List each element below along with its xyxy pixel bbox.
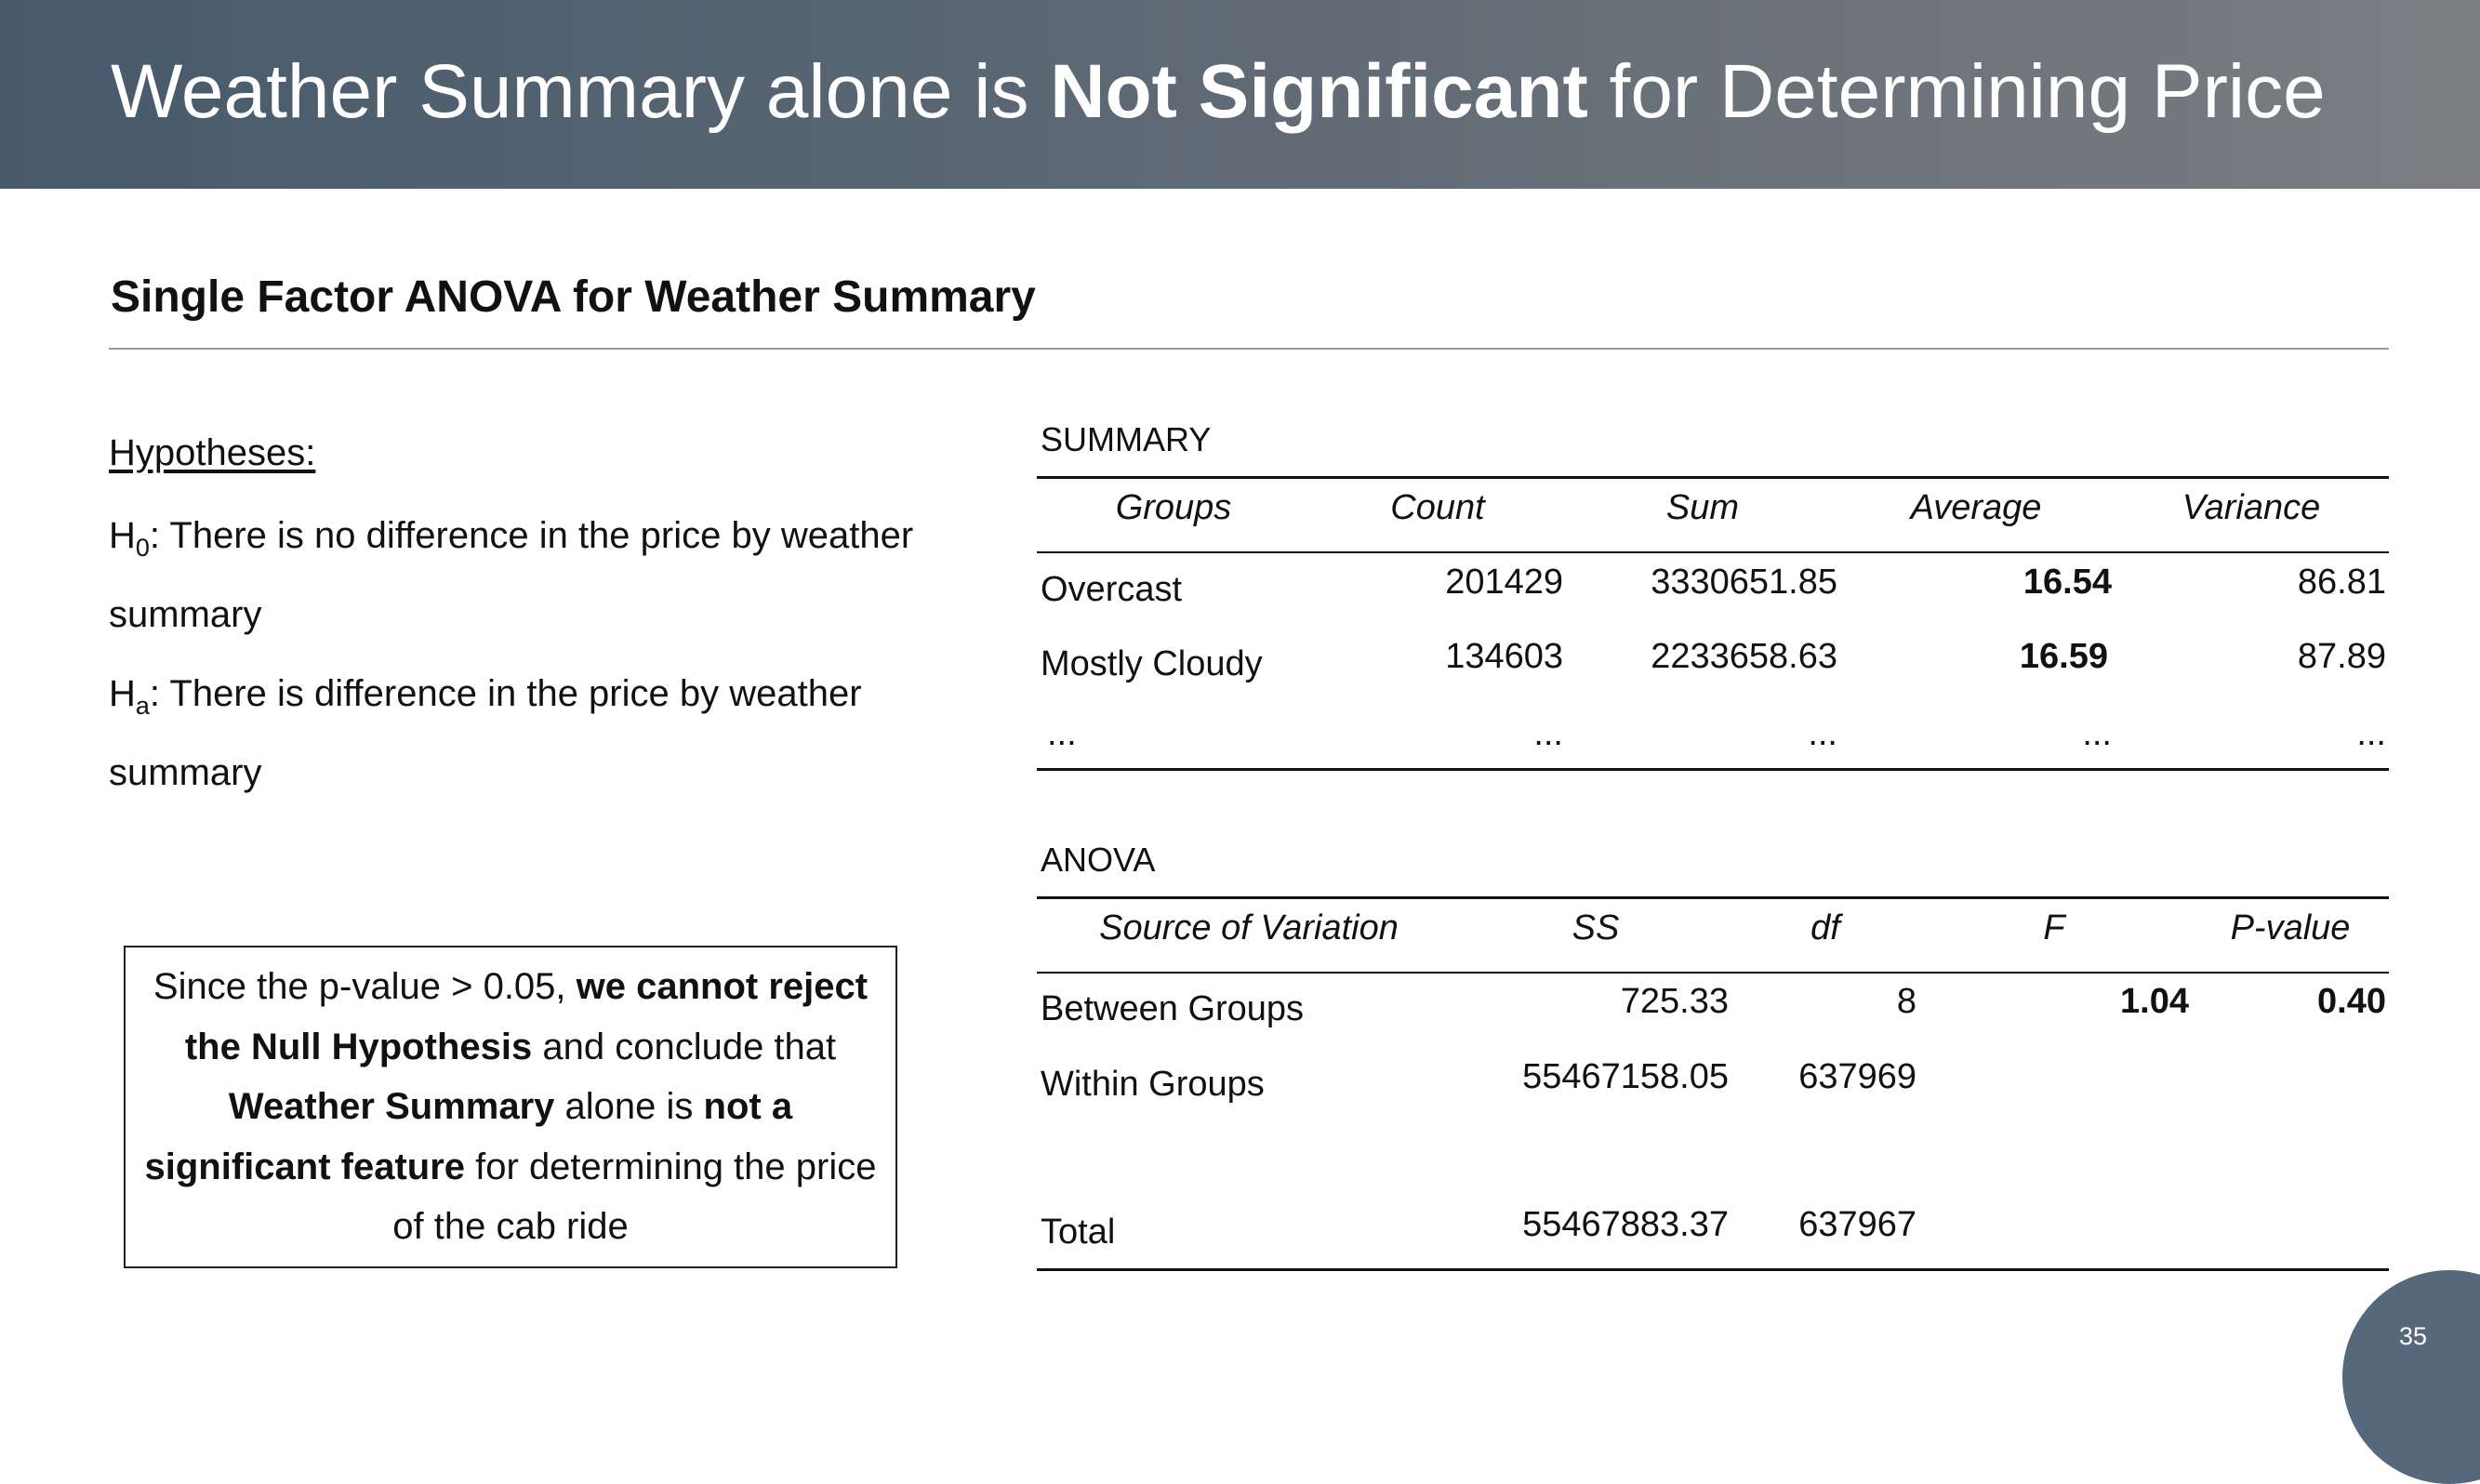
anova-header-rule xyxy=(1037,972,2389,974)
anova-row-total-df: 637967 xyxy=(1798,1205,1916,1244)
hypotheses-heading: Hypotheses: xyxy=(109,432,316,473)
slide-number-corner xyxy=(2342,1270,2480,1484)
summary-row-cloudy-count: 134603 xyxy=(1445,637,1563,676)
subtitle-divider xyxy=(109,348,2389,350)
summary-row-overcast-sum: 3330651.85 xyxy=(1651,563,1837,602)
anova-row-between-source: Between Groups xyxy=(1041,989,1305,1028)
summary-header-rule xyxy=(1037,551,2389,553)
summary-row-ellipsis-group: ... xyxy=(1047,714,1077,753)
summary-row-cloudy-group: Mostly Cloudy xyxy=(1041,644,1263,683)
summary-row-cloudy-variance: 87.89 xyxy=(2297,637,2386,676)
summary-row-ellipsis-count: ... xyxy=(1533,714,1563,753)
conclusion-part: alone is xyxy=(554,1086,704,1128)
summary-row-cloudy-sum: 2233658.63 xyxy=(1651,637,1837,676)
ha-subscript: a xyxy=(135,692,150,720)
anova-row-total-source: Total xyxy=(1041,1212,1116,1252)
conclusion-text: Since the p-value > 0.05, we cannot reje… xyxy=(142,957,879,1257)
summary-row-overcast-group: Overcast xyxy=(1041,570,1183,609)
conclusion-emphasis: not a significant feature xyxy=(144,1086,793,1187)
summary-row-overcast-count: 201429 xyxy=(1445,563,1563,602)
slide-number: 35 xyxy=(2398,1322,2428,1350)
alternative-hypothesis: Ha: There is difference in the price by … xyxy=(109,655,946,813)
summary-row-ellipsis-variance: ... xyxy=(2356,714,2386,753)
null-hypothesis: H0: There is no difference in the price … xyxy=(109,497,946,655)
summary-header-sum: Sum xyxy=(1665,488,1740,527)
conclusion-part: and conclude that xyxy=(532,1026,837,1067)
summary-top-rule xyxy=(1037,476,2389,479)
anova-header-ss: SS xyxy=(1572,908,1620,947)
summary-header-variance: Variance xyxy=(2182,488,2321,527)
slide-title: Weather Summary alone is Not Significant… xyxy=(111,46,2326,138)
anova-row-between-ss: 725.33 xyxy=(1620,982,1729,1021)
anova-row-within-source: Within Groups xyxy=(1041,1065,1265,1104)
anova-row-total-ss: 55467883.37 xyxy=(1522,1205,1729,1244)
anova-row-within-df: 637969 xyxy=(1798,1057,1916,1096)
conclusion-box: Since the p-value > 0.05, we cannot reje… xyxy=(124,946,897,1268)
title-emphasis: Not Significant xyxy=(1050,49,1588,134)
summary-row-overcast-average: 16.54 xyxy=(2022,563,2112,602)
anova-top-rule xyxy=(1037,896,2389,899)
ha-text: : There is difference in the price by we… xyxy=(109,673,862,793)
anova-bottom-rule xyxy=(1037,1268,2389,1271)
summary-row-ellipsis-sum: ... xyxy=(1808,714,1837,753)
anova-row-within-ss: 55467158.05 xyxy=(1522,1057,1729,1096)
anova-row-between-df: 8 xyxy=(1896,982,1916,1021)
h0-subscript: 0 xyxy=(135,534,150,562)
anova-header-df: df xyxy=(1810,908,1840,947)
h0-text: : There is no difference in the price by… xyxy=(109,515,914,635)
anova-header-pvalue: P-value xyxy=(2230,908,2351,947)
anova-table-label: ANOVA xyxy=(1041,841,1156,879)
title-part-2: for Determining Price xyxy=(1587,49,2326,134)
summary-header-count: Count xyxy=(1390,488,1485,527)
anova-header-source: Source of Variation xyxy=(1099,908,1399,947)
summary-row-cloudy-average: 16.59 xyxy=(2019,637,2108,676)
h0-letter: H xyxy=(109,515,136,556)
conclusion-part: for determining the price of the cab rid… xyxy=(392,1146,877,1248)
summary-bottom-rule xyxy=(1037,768,2389,771)
conclusion-emphasis: we cannot reject the Null Hypothesis xyxy=(184,966,869,1067)
slide-header: Weather Summary alone is Not Significant… xyxy=(0,0,2480,189)
summary-row-overcast-variance: 86.81 xyxy=(2297,563,2386,602)
conclusion-part: Since the p-value > 0.05, xyxy=(153,966,577,1008)
ha-letter: H xyxy=(109,673,136,714)
title-part-1: Weather Summary alone is xyxy=(111,49,1051,134)
conclusion-emphasis: Weather Summary xyxy=(228,1086,555,1128)
summary-table-label: SUMMARY xyxy=(1041,420,1212,458)
summary-header-groups: Groups xyxy=(1115,488,1232,527)
section-subtitle: Single Factor ANOVA for Weather Summary xyxy=(111,272,1036,322)
anova-header-f: F xyxy=(2043,908,2065,947)
anova-row-between-f: 1.04 xyxy=(2120,982,2189,1021)
summary-row-ellipsis-average: ... xyxy=(2082,714,2112,753)
anova-row-between-pvalue: 0.40 xyxy=(2317,982,2386,1021)
summary-header-average: Average xyxy=(1910,488,2042,527)
